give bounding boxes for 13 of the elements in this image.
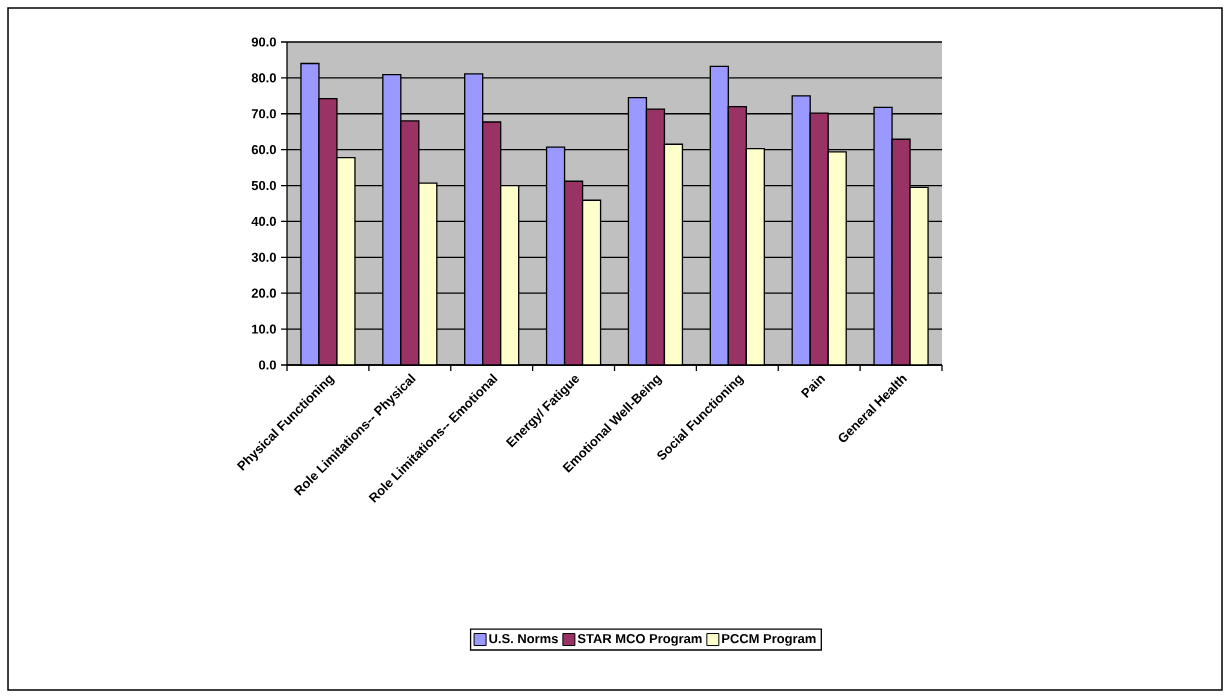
y-tick-label: 10.0	[252, 324, 276, 334]
y-tick-label: 20.0	[251, 288, 276, 298]
y-tick-label: 70.0	[251, 109, 276, 119]
legend-label: U.S. Norms	[489, 634, 558, 644]
y-tick-label: 50.0	[251, 180, 276, 191]
y-tick-label: 80.0	[251, 73, 276, 83]
y-tick-label: 0.0	[259, 360, 276, 370]
y-tick-label: 60.0	[251, 145, 276, 155]
y-tick-label: 30.0	[251, 252, 276, 262]
legend-label: PCCM Program	[722, 634, 816, 646]
y-tick-label: 40.0	[251, 216, 276, 227]
legend-label: STAR MCO Program	[577, 634, 702, 646]
y-tick-label: 90.0	[251, 37, 276, 47]
